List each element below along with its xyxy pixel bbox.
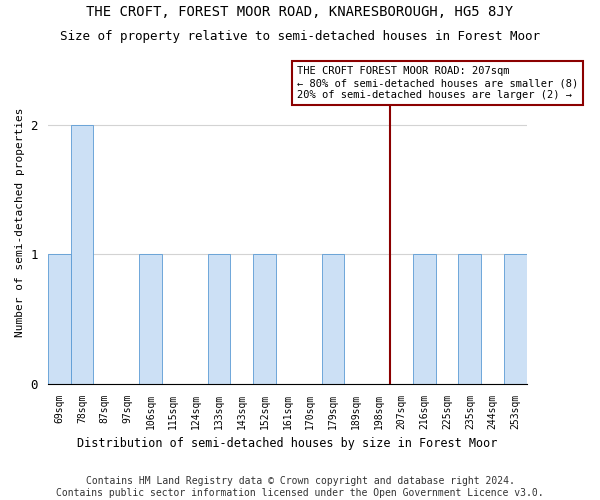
- Bar: [253, 254, 276, 384]
- Text: Size of property relative to semi-detached houses in Forest Moor: Size of property relative to semi-detach…: [60, 30, 540, 43]
- Bar: [48, 254, 71, 384]
- Text: Contains HM Land Registry data © Crown copyright and database right 2024.
Contai: Contains HM Land Registry data © Crown c…: [56, 476, 544, 498]
- Bar: [208, 254, 230, 384]
- Bar: [139, 254, 162, 384]
- Bar: [504, 254, 527, 384]
- Bar: [322, 254, 344, 384]
- Bar: [458, 254, 481, 384]
- Bar: [71, 124, 94, 384]
- Text: THE CROFT FOREST MOOR ROAD: 207sqm
← 80% of semi-detached houses are smaller (8): THE CROFT FOREST MOOR ROAD: 207sqm ← 80%…: [297, 66, 578, 100]
- Bar: [413, 254, 436, 384]
- Text: THE CROFT, FOREST MOOR ROAD, KNARESBOROUGH, HG5 8JY: THE CROFT, FOREST MOOR ROAD, KNARESBOROU…: [86, 5, 514, 19]
- Y-axis label: Number of semi-detached properties: Number of semi-detached properties: [15, 107, 25, 336]
- X-axis label: Distribution of semi-detached houses by size in Forest Moor: Distribution of semi-detached houses by …: [77, 437, 497, 450]
